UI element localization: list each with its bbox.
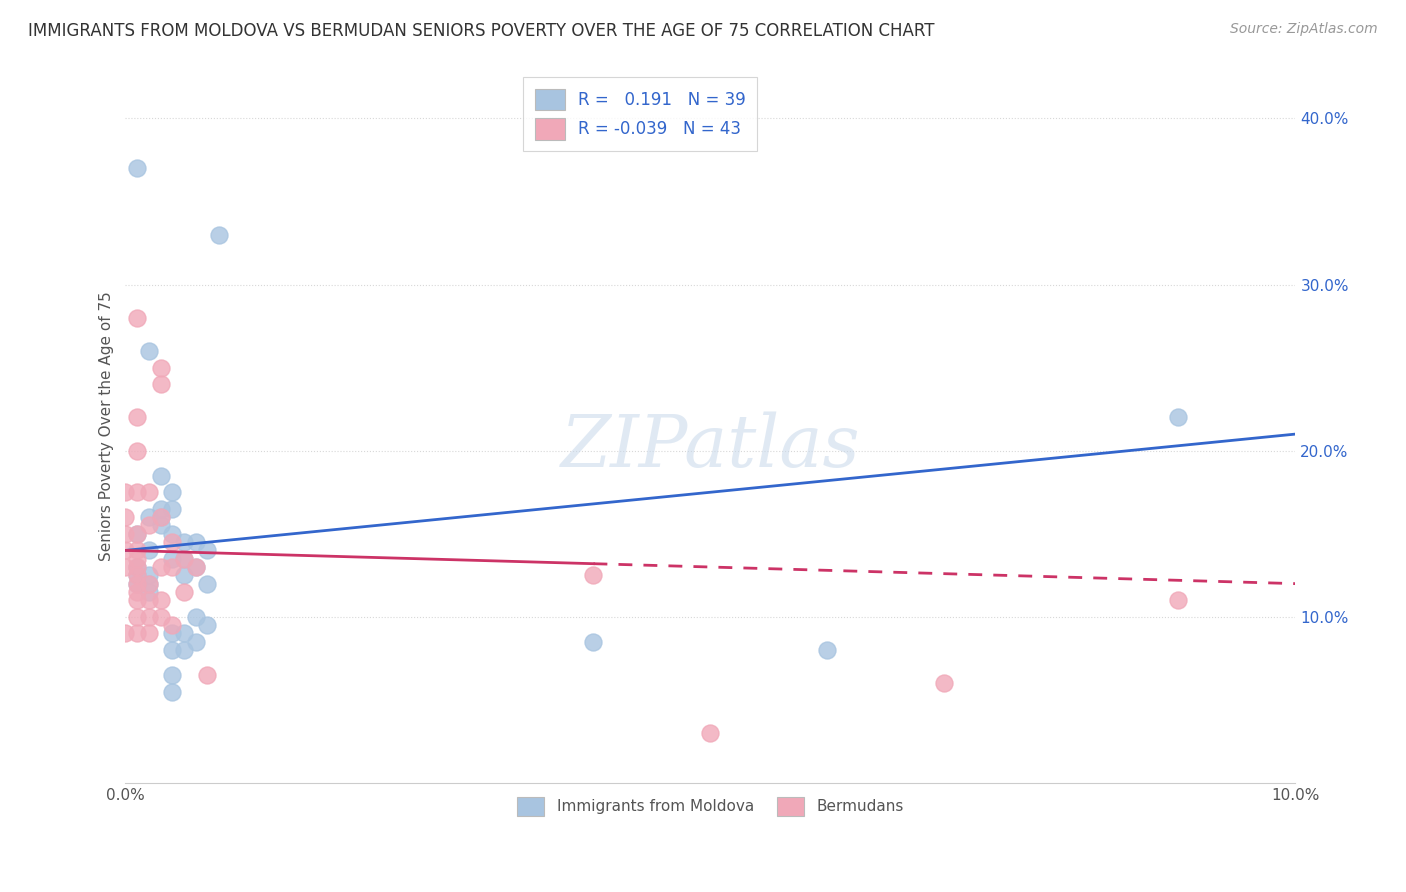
- Point: [149, 510, 172, 524]
- Point: [138, 593, 160, 607]
- Point: [138, 610, 160, 624]
- Point: [127, 610, 149, 624]
- Point: [184, 610, 207, 624]
- Point: [127, 585, 149, 599]
- Point: [173, 568, 195, 582]
- Point: [114, 626, 136, 640]
- Point: [138, 576, 160, 591]
- Point: [817, 643, 839, 657]
- Point: [173, 551, 195, 566]
- Point: [149, 593, 172, 607]
- Point: [582, 635, 605, 649]
- Point: [127, 560, 149, 574]
- Point: [114, 510, 136, 524]
- Point: [149, 360, 172, 375]
- Point: [138, 510, 160, 524]
- Point: [1167, 410, 1189, 425]
- Point: [138, 543, 160, 558]
- Legend: Immigrants from Moldova, Bermudans: Immigrants from Moldova, Bermudans: [508, 788, 912, 825]
- Point: [162, 485, 184, 500]
- Point: [184, 560, 207, 574]
- Point: [149, 610, 172, 624]
- Point: [934, 676, 956, 690]
- Point: [127, 161, 149, 176]
- Point: [127, 593, 149, 607]
- Point: [173, 535, 195, 549]
- Point: [149, 501, 172, 516]
- Point: [195, 618, 218, 632]
- Point: [195, 576, 218, 591]
- Point: [127, 410, 149, 425]
- Point: [195, 543, 218, 558]
- Point: [127, 560, 149, 574]
- Point: [114, 526, 136, 541]
- Y-axis label: Seniors Poverty Over the Age of 75: Seniors Poverty Over the Age of 75: [100, 291, 114, 561]
- Point: [127, 526, 149, 541]
- Point: [582, 568, 605, 582]
- Point: [162, 501, 184, 516]
- Point: [149, 510, 172, 524]
- Point: [149, 518, 172, 533]
- Point: [162, 560, 184, 574]
- Text: ZIPatlas: ZIPatlas: [561, 412, 860, 483]
- Point: [162, 618, 184, 632]
- Point: [127, 526, 149, 541]
- Point: [184, 635, 207, 649]
- Point: [173, 643, 195, 657]
- Point: [138, 626, 160, 640]
- Point: [173, 585, 195, 599]
- Point: [127, 568, 149, 582]
- Point: [195, 668, 218, 682]
- Point: [138, 568, 160, 582]
- Point: [114, 485, 136, 500]
- Point: [127, 543, 149, 558]
- Point: [699, 726, 721, 740]
- Point: [127, 485, 149, 500]
- Point: [208, 227, 231, 242]
- Point: [114, 543, 136, 558]
- Point: [138, 518, 160, 533]
- Point: [173, 626, 195, 640]
- Point: [162, 535, 184, 549]
- Point: [162, 526, 184, 541]
- Point: [127, 576, 149, 591]
- Point: [114, 560, 136, 574]
- Point: [184, 560, 207, 574]
- Point: [127, 443, 149, 458]
- Text: IMMIGRANTS FROM MOLDOVA VS BERMUDAN SENIORS POVERTY OVER THE AGE OF 75 CORRELATI: IMMIGRANTS FROM MOLDOVA VS BERMUDAN SENI…: [28, 22, 935, 40]
- Text: Source: ZipAtlas.com: Source: ZipAtlas.com: [1230, 22, 1378, 37]
- Point: [184, 535, 207, 549]
- Point: [162, 643, 184, 657]
- Point: [127, 568, 149, 582]
- Point: [1167, 593, 1189, 607]
- Point: [138, 585, 160, 599]
- Point: [149, 468, 172, 483]
- Point: [127, 626, 149, 640]
- Point: [162, 551, 184, 566]
- Point: [173, 551, 195, 566]
- Point: [127, 310, 149, 325]
- Point: [149, 560, 172, 574]
- Point: [162, 626, 184, 640]
- Point: [138, 576, 160, 591]
- Point: [138, 344, 160, 359]
- Point: [162, 668, 184, 682]
- Point: [127, 576, 149, 591]
- Point: [162, 684, 184, 698]
- Point: [138, 485, 160, 500]
- Point: [149, 377, 172, 392]
- Point: [127, 551, 149, 566]
